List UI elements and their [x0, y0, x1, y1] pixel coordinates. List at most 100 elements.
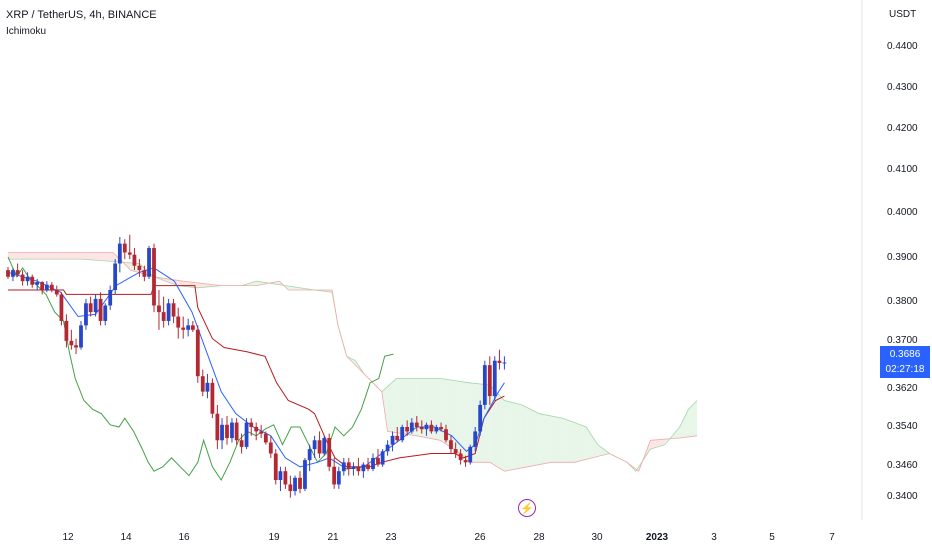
candle-down — [332, 457, 337, 489]
candle-body — [366, 464, 370, 469]
candle-body — [64, 320, 69, 341]
candle-down — [122, 239, 127, 260]
candle-body — [88, 303, 93, 313]
candle-up — [390, 431, 395, 452]
candle-body — [171, 303, 176, 317]
candle-down — [487, 356, 492, 405]
cloud-segment — [416, 378, 441, 441]
candle-body — [59, 294, 64, 321]
candle-up — [385, 440, 390, 456]
candle-body — [307, 449, 312, 461]
candle-body — [79, 325, 83, 348]
candle-body — [346, 462, 351, 469]
candle-down — [195, 325, 200, 383]
candle-down — [40, 281, 45, 295]
candle-down — [200, 369, 205, 397]
candle-down — [444, 424, 448, 443]
price-tick-label: 0.3460 — [887, 460, 918, 471]
candle-up — [84, 298, 88, 330]
cloud-segment — [551, 415, 563, 463]
candle-body — [152, 248, 156, 306]
candle-body — [25, 276, 30, 282]
time-tick-label: 7 — [829, 532, 835, 543]
candle-down — [453, 442, 458, 458]
candle-body — [482, 365, 487, 405]
candle-body — [385, 444, 390, 452]
candle-down — [317, 431, 322, 458]
candle-body — [380, 451, 385, 465]
candle-down — [439, 422, 443, 432]
chart-title: XRP / TetherUS, 4h, BINANCE — [6, 9, 157, 21]
event-flash-icon[interactable]: ⚡ — [518, 499, 536, 517]
candle-up — [108, 285, 113, 310]
candle-body — [44, 284, 49, 291]
candle-down — [161, 296, 166, 328]
candle-body — [327, 438, 332, 467]
candle-down — [127, 234, 132, 260]
candle-body — [317, 440, 322, 454]
cloud-segment — [504, 400, 522, 472]
price-tick-label: 0.3800 — [887, 296, 918, 307]
candle-body — [108, 290, 113, 306]
cloud-segment — [592, 435, 598, 458]
candle-down — [419, 420, 424, 434]
candle-body — [434, 427, 439, 432]
candle-body — [142, 270, 147, 277]
cloud-segment — [177, 280, 184, 287]
candle-body — [356, 466, 361, 472]
candle-up — [11, 267, 15, 282]
candle-down — [181, 316, 186, 339]
candle-down — [234, 418, 239, 445]
candle-body — [263, 433, 268, 443]
cloud-segment — [539, 413, 552, 465]
candle-up — [424, 422, 429, 436]
candle-body — [429, 424, 434, 432]
candle-body — [230, 422, 234, 439]
time-tick-label: 23 — [385, 532, 397, 543]
candle-body — [20, 274, 25, 282]
price-tick-label: 0.3900 — [887, 252, 918, 263]
candle-body — [84, 303, 88, 326]
indicator-label[interactable]: Ichimoku — [6, 26, 47, 37]
price-tick-label: 0.4300 — [887, 82, 918, 93]
cloud-segment — [597, 444, 610, 457]
candle-body — [132, 254, 137, 266]
candle-up — [400, 424, 405, 443]
candle-down — [458, 449, 463, 465]
candle-body — [487, 365, 492, 397]
candle-body — [288, 484, 293, 492]
cloud-segment — [460, 381, 470, 463]
candle-down — [88, 296, 93, 317]
cloud-segment — [527, 407, 540, 467]
candle-down — [405, 420, 410, 436]
candle-body — [147, 248, 151, 277]
chikou-span-line — [7, 256, 394, 481]
cloud-segment — [197, 282, 222, 288]
time-tick-label: 26 — [474, 532, 486, 543]
candle-up — [35, 278, 40, 291]
candle-body — [249, 422, 254, 427]
candle-down — [449, 435, 453, 454]
candle-body — [166, 303, 171, 321]
candle-down — [171, 298, 176, 324]
candle-down — [298, 471, 302, 494]
candle-down — [376, 449, 380, 467]
candle-up — [103, 303, 108, 326]
candle-body — [195, 329, 200, 377]
candle-down — [64, 314, 69, 348]
candle-down — [59, 292, 64, 326]
candle-up — [380, 449, 385, 467]
cloud-segment — [688, 400, 698, 437]
candle-body — [15, 270, 20, 275]
candle-body — [215, 413, 220, 441]
candle-body — [190, 325, 195, 330]
candle-body — [122, 243, 127, 253]
candle-body — [35, 282, 40, 285]
candle-body — [186, 325, 191, 330]
candle-up — [371, 453, 375, 472]
price-tick-label: 0.3620 — [887, 383, 918, 394]
price-tick-label: 0.4000 — [887, 207, 918, 218]
cloud-segment — [387, 378, 397, 433]
candle-body — [351, 466, 356, 469]
